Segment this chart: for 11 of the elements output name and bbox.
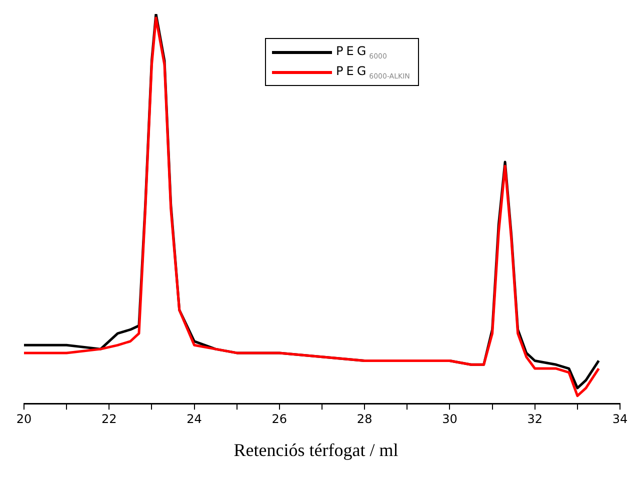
- x-tick-label: 26: [272, 412, 288, 426]
- x-tick-label: 34: [612, 412, 628, 426]
- x-tick-label: 24: [186, 412, 202, 426]
- legend-label: PEG$_{6000}$: [336, 44, 387, 60]
- x-tick-label: 32: [527, 412, 542, 426]
- x-tick-label: 20: [16, 412, 32, 426]
- x-axis-title: Retenciós térfogat / ml: [232, 440, 400, 461]
- x-tick-label: 28: [356, 412, 372, 426]
- x-tick-label: 22: [102, 412, 117, 426]
- legend-label: PEG$_{6000-ALKIN}$: [336, 64, 410, 80]
- x-tick-label: 30: [442, 412, 458, 426]
